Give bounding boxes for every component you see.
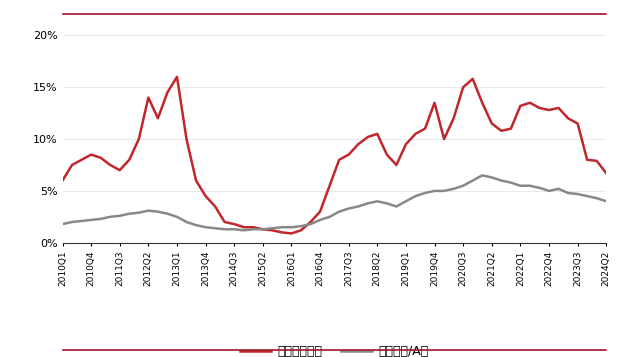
Legend: 白酒配置比例, 白酒市值/A股: 白酒配置比例, 白酒市值/A股 (235, 341, 434, 357)
白酒市值/A股 (240, 228, 248, 232)
白酒市值/A股 (583, 194, 591, 198)
Line: 白酒市值/A股: 白酒市值/A股 (62, 175, 606, 230)
白酒市值/A股 (431, 189, 438, 193)
白酒配置比例 (441, 137, 448, 141)
白酒配置比例 (59, 178, 66, 183)
白酒市值/A股 (192, 223, 200, 227)
白酒配置比例 (536, 106, 543, 110)
白酒配置比例 (288, 231, 295, 236)
白酒配置比例 (602, 171, 610, 175)
白酒配置比例 (583, 158, 591, 162)
白酒市值/A股 (59, 222, 66, 226)
Line: 白酒配置比例: 白酒配置比例 (62, 77, 606, 233)
白酒市值/A股 (536, 186, 543, 190)
白酒市值/A股 (602, 199, 610, 203)
白酒配置比例 (479, 101, 486, 105)
白酒市值/A股 (479, 173, 486, 177)
白酒配置比例 (202, 194, 209, 198)
白酒配置比例 (173, 75, 181, 79)
白酒配置比例 (192, 178, 200, 183)
白酒市值/A股 (182, 220, 190, 224)
白酒市值/A股 (469, 178, 476, 183)
